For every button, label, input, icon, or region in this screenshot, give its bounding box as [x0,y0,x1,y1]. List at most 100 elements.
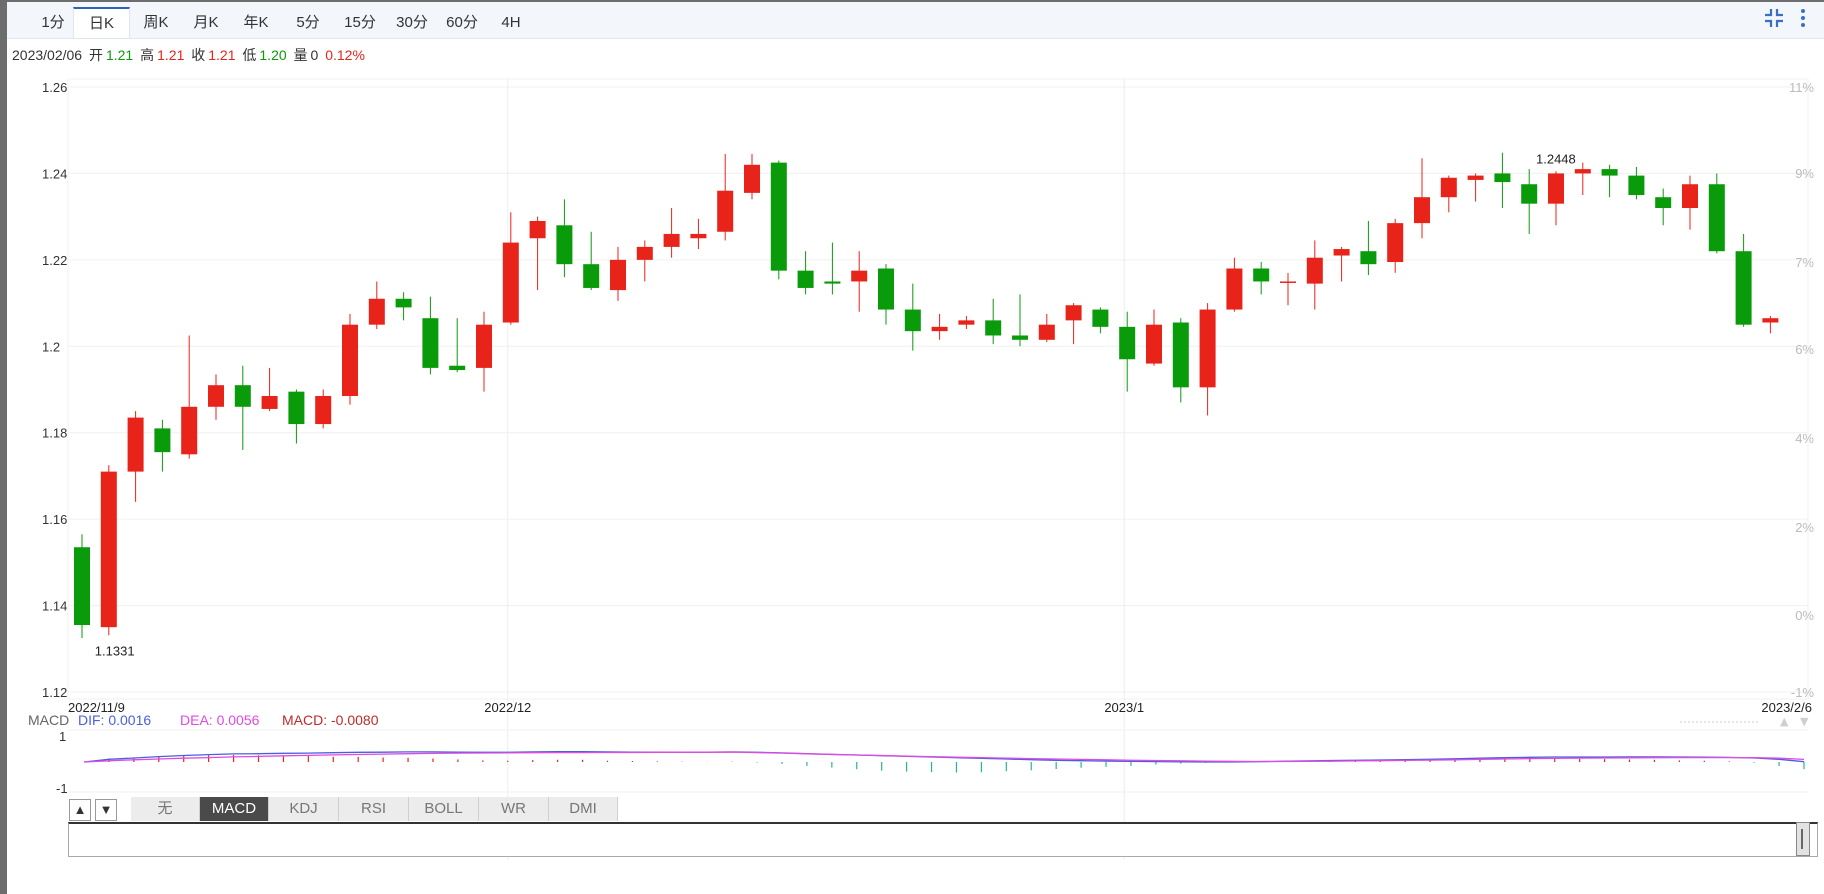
candle-body [1253,268,1270,282]
candle-body [1226,268,1243,310]
indicator-tab-wr[interactable]: WR [479,797,549,821]
tab-30min[interactable]: 30分 [396,14,428,31]
y-tick-label: 1.18 [42,426,67,441]
macd-scroll-down-icon: ▼ [1800,715,1809,728]
right-tick-label: 4% [1795,431,1814,446]
candle-body [529,220,546,239]
candle-body [1306,257,1323,284]
tab-monthly-k[interactable]: 月K [193,14,219,31]
info-close: 1.21 [208,47,236,63]
info-open: 1.21 [105,47,134,63]
info-high-label: 高 [140,47,155,63]
indicator-tab-macd[interactable]: MACD [200,797,269,821]
max-price-label: 1.2448 [1536,151,1576,166]
candle-body [744,164,760,193]
tab-15min[interactable]: 15分 [344,14,376,31]
candle-body [878,268,894,310]
candle-body [797,270,814,288]
candle-body [1708,184,1725,252]
candle-body [395,298,412,308]
right-tick-label: 2% [1795,520,1814,535]
candle-body [208,385,224,407]
candle-body [1735,251,1752,325]
x-axis-label: 2023/1 [1104,700,1144,715]
right-tick-label: 6% [1795,342,1814,357]
info-low-label: 低 [242,47,257,63]
tab-4h[interactable]: 4H [501,14,521,31]
right-tick-label: 9% [1795,166,1814,181]
indicator-up-button[interactable]: ▲ [69,799,91,821]
candle-body [74,547,90,626]
candle-body [690,233,707,239]
candle-body [1574,169,1591,174]
chart-frame [67,78,1809,700]
candle-body [663,233,680,247]
candle-body [556,225,573,265]
candle-body [100,471,117,628]
indicator-tab-dmi[interactable]: DMI [549,797,618,821]
right-tick-label: 0% [1795,608,1814,623]
dea-value-label: DEA: 0.0056 [180,712,260,728]
compress-icon[interactable] [1764,8,1784,34]
info-date: 2023/02/06 [12,47,83,63]
candle-body [985,320,1002,336]
chart-grid [67,78,1809,860]
window-top-edge [0,0,1824,2]
candle-body [449,365,466,371]
candle-body [1119,326,1136,360]
indicator-down-button[interactable]: ▼ [95,799,117,821]
info-volume-label: 量 [293,47,308,63]
candle-body [851,270,868,282]
indicator-tab-rsi[interactable]: RSI [339,797,409,821]
info-high: 1.21 [157,47,185,63]
tab-60min[interactable]: 60分 [446,14,478,31]
more-vertical-icon[interactable] [1799,8,1807,34]
dea-line [83,751,1805,763]
candle-body [1092,309,1109,327]
tab-5min[interactable]: 5分 [296,14,320,31]
candle-body [154,428,171,453]
candle-body [288,391,305,425]
dif-value-label: DIF: 0.0016 [78,712,151,728]
candle-body [1601,169,1618,176]
tab-weekly-k[interactable]: 周K [143,14,169,31]
navigator-handle[interactable] [1796,822,1810,856]
candle-body [127,417,144,472]
candle-body [234,385,251,407]
tab-yearly-k[interactable]: 年K [243,14,269,31]
macd-value-label: MACD: -0.0080 [282,712,379,728]
candle-body [1440,177,1457,198]
candle-body [1682,184,1698,208]
x-axis-label: 2022/12 [484,700,531,715]
tab-daily-k[interactable]: 日K [73,7,130,38]
candle-body [342,324,358,396]
candle-body [824,281,841,284]
x-axis-label: 2022/11/9 [68,700,125,715]
right-tick-label: -1% [1791,685,1815,700]
right-tick-label: 7% [1795,255,1814,270]
candle-body [181,406,198,455]
candle-body [1360,251,1377,265]
macd-scroll-up-icon: ▲ [1780,715,1789,728]
indicator-tab-kdj[interactable]: KDJ [269,797,339,821]
candle-body [476,324,492,368]
candle-body [1521,184,1538,204]
y-tick-label: 1.16 [42,512,67,527]
candle-body [1038,324,1055,340]
candle-body [261,395,278,409]
candles-layer [74,152,1779,638]
candle-body [1387,223,1404,263]
tab-1min[interactable]: 1分 [41,14,65,31]
candle-body [1467,175,1484,180]
indicator-tab-none[interactable]: 无 [131,797,200,821]
macd-y-top-label: 1 [59,729,66,744]
candle-body [583,264,600,288]
time-navigator[interactable] [68,822,1818,857]
y-tick-label: 1.12 [42,685,67,700]
candle-body [770,162,787,271]
info-close-label: 收 [191,47,206,63]
indicator-tab-boll[interactable]: BOLL [409,797,479,821]
